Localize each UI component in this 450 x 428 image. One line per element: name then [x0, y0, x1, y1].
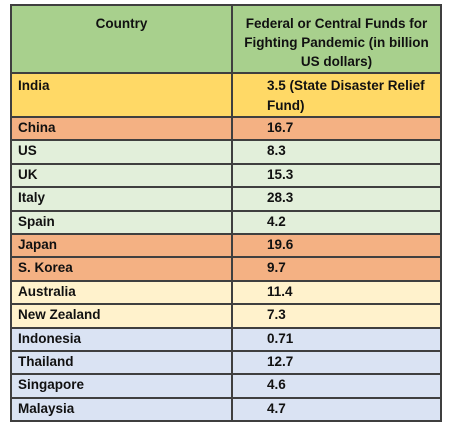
table-row: S. Korea 9.7 [10, 256, 442, 282]
table-row: Indonesia 0.71 [10, 326, 442, 352]
header-row: Country Federal or Central Funds for Fig… [10, 4, 442, 74]
country-cell: Malaysia [10, 396, 233, 423]
funds-value-cell: 4.2 [231, 209, 442, 235]
funds-value-cell: 12.7 [231, 349, 442, 376]
funds-value-cell: 0.71 [231, 326, 442, 352]
table-row: Malaysia 4.7 [10, 396, 442, 423]
table-row: UK 15.3 [10, 162, 442, 189]
funds-value-cell: 4.7 [231, 396, 442, 423]
table-row: Spain 4.2 [10, 209, 442, 235]
funds-value-cell: 4.6 [231, 373, 442, 399]
table-row: Japan 19.6 [10, 232, 442, 259]
table-row: China 16.7 [10, 115, 442, 142]
funds-value-cell: 3.5 (State Disaster Relief Fund) [231, 72, 442, 118]
country-cell: Singapore [10, 373, 233, 399]
country-cell: China [10, 115, 233, 142]
country-cell: Indonesia [10, 326, 233, 352]
funds-value-cell: 9.7 [231, 256, 442, 282]
country-cell: Spain [10, 209, 233, 235]
header-country: Country [10, 4, 233, 74]
header-funds: Federal or Central Funds for Fighting Pa… [231, 4, 442, 74]
funds-value-cell: 15.3 [231, 162, 442, 189]
table-row: Australia 11.4 [10, 279, 442, 306]
funds-value-cell: 28.3 [231, 186, 442, 212]
table-row: New Zealand 7.3 [10, 303, 442, 329]
country-cell: Japan [10, 232, 233, 259]
country-cell: UK [10, 162, 233, 189]
country-cell: Australia [10, 279, 233, 306]
country-cell: S. Korea [10, 256, 233, 282]
table-row: US 8.3 [10, 139, 442, 165]
funds-table: Country Federal or Central Funds for Fig… [10, 4, 442, 423]
funds-value-cell: 16.7 [231, 115, 442, 142]
table-row: Thailand 12.7 [10, 349, 442, 376]
funds-value-cell: 19.6 [231, 232, 442, 259]
funds-value-cell: 7.3 [231, 303, 442, 329]
country-cell: India [10, 72, 233, 118]
country-cell: US [10, 139, 233, 165]
country-cell: Italy [10, 186, 233, 212]
country-cell: New Zealand [10, 303, 233, 329]
table-row: Italy 28.3 [10, 186, 442, 212]
country-cell: Thailand [10, 349, 233, 376]
funds-value-cell: 8.3 [231, 139, 442, 165]
funds-value-cell: 11.4 [231, 279, 442, 306]
table-row: India 3.5 (State Disaster Relief Fund) [10, 72, 442, 118]
table-row: Singapore 4.6 [10, 373, 442, 399]
